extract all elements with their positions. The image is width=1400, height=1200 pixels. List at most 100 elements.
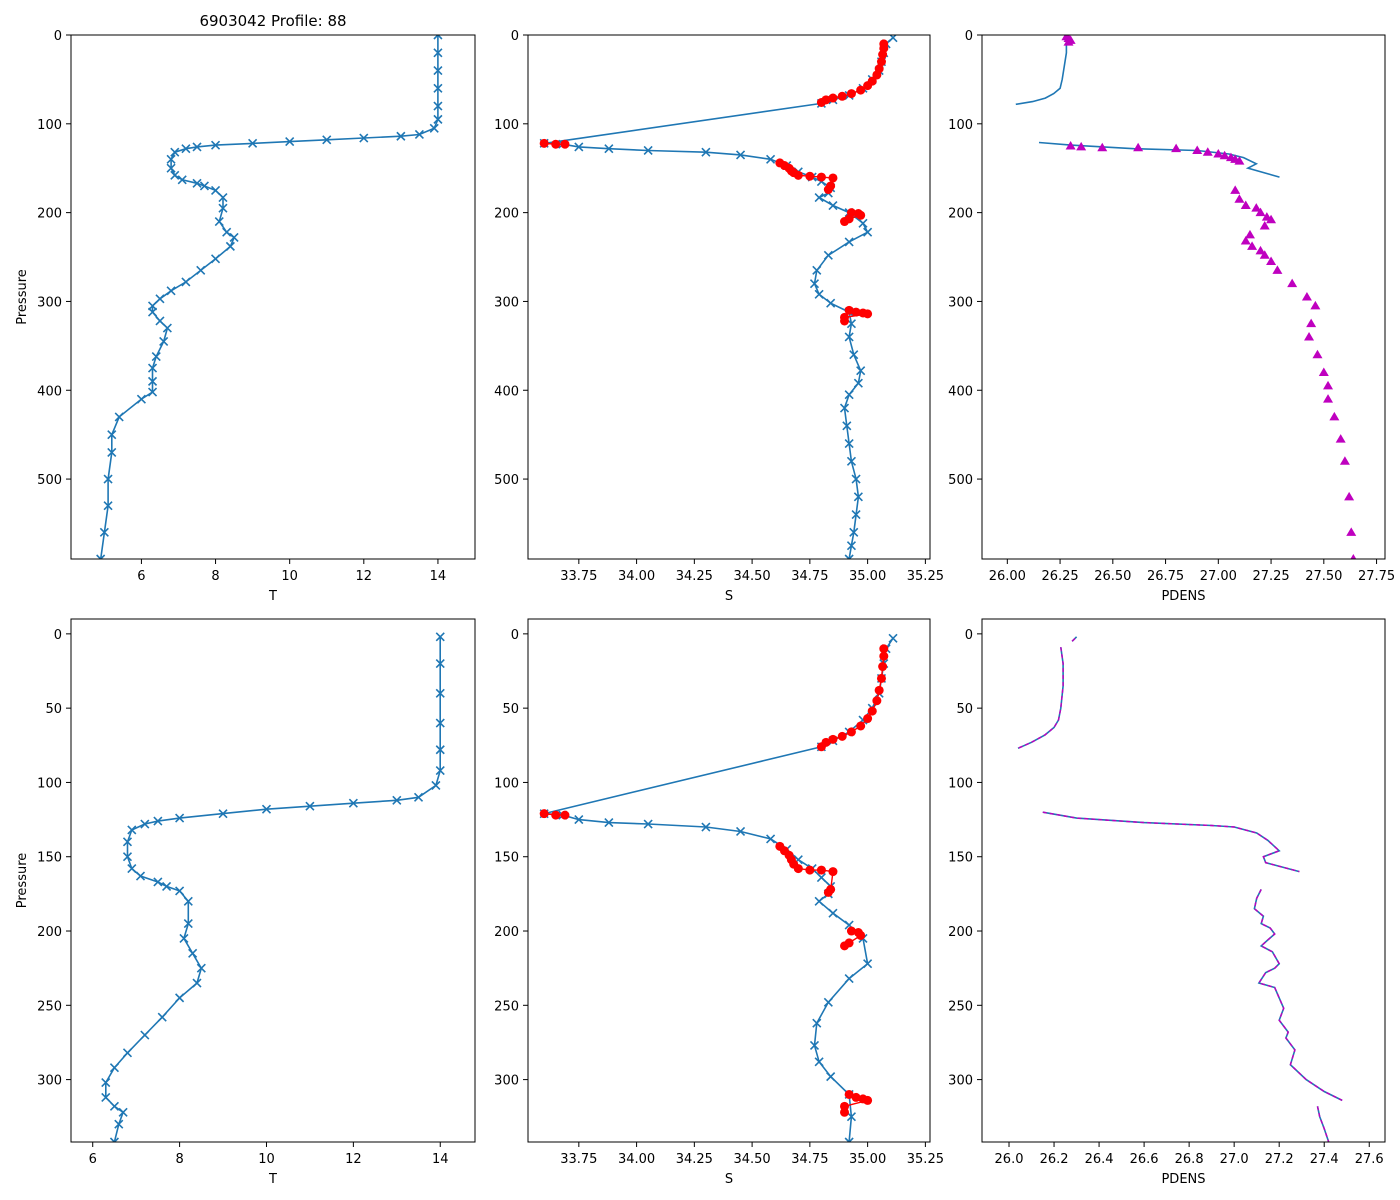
x-tick-label: 35.00 — [849, 569, 886, 584]
y-tick-label: 0 — [965, 29, 973, 44]
data-point-x-marker — [175, 813, 185, 823]
data-point-x-marker — [162, 881, 172, 892]
data-point-x-marker — [844, 973, 854, 984]
y-tick-label: 250 — [37, 999, 62, 1014]
data-point-x-marker — [735, 826, 746, 837]
triangle-marker — [1310, 300, 1321, 310]
data-point-x-marker — [155, 294, 165, 304]
axes-frame — [981, 34, 1386, 560]
triangle-marker — [1234, 156, 1245, 165]
triangle-marker — [1202, 147, 1213, 156]
flagged-point — [837, 91, 847, 101]
data-point-x-marker — [846, 541, 857, 551]
data-point-x-marker — [159, 336, 169, 346]
flagged-point — [828, 734, 838, 744]
data-point-x-marker — [844, 237, 854, 247]
data-point-x-marker — [413, 792, 424, 802]
x-axis-label: S — [725, 1172, 733, 1187]
x-tick-label: 26.2 — [1040, 1152, 1069, 1167]
y-tick-label: 100 — [494, 776, 519, 791]
x-tick-label: 26.0 — [995, 1152, 1024, 1167]
data-point-x-marker — [101, 1078, 111, 1088]
data-point-x-marker — [359, 133, 369, 143]
triangle-marker — [1213, 149, 1224, 158]
x-tick-label: 12 — [356, 569, 373, 584]
y-tick-label: 300 — [494, 295, 519, 310]
pdens-dashed-overlay — [1316, 1106, 1330, 1142]
y-tick-label: 150 — [948, 851, 973, 866]
data-point-x-marker — [114, 1119, 124, 1129]
y-tick-label: 0 — [511, 628, 519, 643]
data-point-x-marker — [429, 123, 439, 133]
x-axis-label: T — [268, 1172, 277, 1187]
y-tick-label: 300 — [37, 1074, 62, 1089]
y-tick-label: 200 — [494, 925, 519, 940]
triangle-marker — [1339, 456, 1350, 465]
triangle-marker — [1344, 491, 1355, 501]
triangle-marker — [1251, 203, 1262, 212]
y-tick-label: 300 — [494, 1074, 519, 1089]
data-point-x-marker — [348, 798, 358, 808]
data-point-x-marker — [858, 218, 868, 228]
data-point-x-marker — [147, 376, 158, 386]
data-point-x-marker — [157, 1012, 167, 1022]
data-point-x-marker — [127, 864, 137, 874]
y-tick-label: 250 — [948, 999, 973, 1014]
triangle-marker — [1350, 554, 1357, 559]
data-point-x-marker — [814, 1057, 824, 1067]
data-point-x-marker — [844, 1137, 854, 1142]
data-point-x-marker — [109, 1137, 120, 1142]
data-point-x-marker — [844, 554, 854, 559]
flagged-point — [539, 809, 549, 819]
data-point-x-marker — [122, 1048, 133, 1058]
data-point-x-marker — [863, 959, 873, 969]
x-tick-label: 26.50 — [1094, 569, 1131, 584]
x-tick-label: 34.75 — [791, 1152, 828, 1167]
flagged-point — [879, 644, 889, 654]
x-tick-label: 10 — [281, 569, 298, 584]
x-axis-label: S — [725, 589, 733, 604]
data-point-x-marker — [433, 65, 443, 76]
data-point-x-marker — [812, 265, 822, 275]
x-tick-label: 34.00 — [618, 1152, 655, 1167]
triangle-marker — [1240, 200, 1251, 210]
data-point-x-marker — [147, 307, 158, 317]
data-point-x-marker — [101, 1092, 111, 1102]
data-point-x-marker — [853, 378, 863, 388]
data-point-x-marker — [809, 1040, 820, 1050]
y-tick-label: 200 — [37, 207, 62, 222]
data-point-x-marker — [107, 430, 117, 440]
series-line-t — [105, 636, 442, 1142]
data-point-x-marker — [166, 286, 176, 296]
flagged-point — [560, 139, 570, 149]
data-point-x-marker — [435, 688, 445, 698]
data-point-x-marker — [122, 837, 133, 847]
y-tick-label: 100 — [494, 118, 519, 133]
x-tick-label: 14 — [432, 1152, 449, 1167]
x-axis-label: PDENS — [1161, 1172, 1205, 1187]
data-point-x-marker — [435, 659, 445, 669]
data-point-x-marker — [812, 1018, 822, 1028]
y-tick-label: 200 — [948, 925, 973, 940]
x-tick-label: 27.50 — [1305, 569, 1342, 584]
axes-frame — [981, 618, 1386, 1143]
data-point-x-marker — [809, 279, 820, 289]
data-point-x-marker — [888, 633, 898, 643]
triangle-marker — [1301, 292, 1312, 301]
series-line-t — [99, 35, 439, 559]
data-point-x-marker — [851, 510, 861, 520]
data-point-x-marker — [222, 227, 232, 237]
figure-title: 6903042 Profile: 88 — [199, 12, 346, 30]
series-line-s — [544, 37, 894, 559]
flagged-point — [856, 85, 866, 95]
data-point-x-marker — [433, 48, 443, 58]
data-point-x-marker — [99, 527, 109, 537]
data-point-x-marker — [140, 819, 150, 829]
data-point-x-marker — [435, 718, 445, 728]
y-tick-label: 300 — [948, 295, 973, 310]
x-tick-label: 26.4 — [1085, 1152, 1114, 1167]
y-tick-label: 50 — [45, 702, 62, 717]
data-point-x-marker — [433, 83, 443, 93]
data-point-x-marker — [248, 138, 258, 148]
flagged-point — [816, 97, 826, 107]
